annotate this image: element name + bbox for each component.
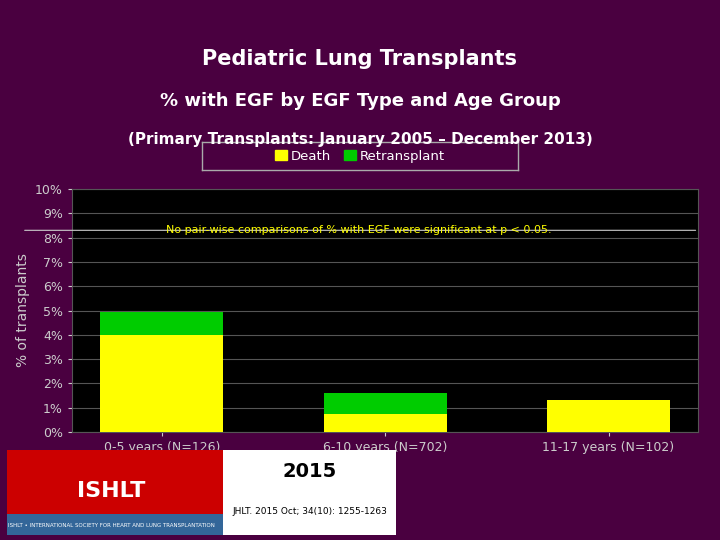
- Text: ISHLT • INTERNATIONAL SOCIETY FOR HEART AND LUNG TRANSPLANTATION: ISHLT • INTERNATIONAL SOCIETY FOR HEART …: [8, 523, 215, 528]
- Bar: [324, 414, 446, 432]
- Bar: [7, 450, 223, 535]
- Bar: [101, 312, 223, 335]
- Text: 2015: 2015: [282, 462, 337, 482]
- Text: ISHLT: ISHLT: [78, 481, 145, 501]
- Bar: [101, 335, 223, 432]
- Text: JHLT. 2015 Oct; 34(10): 1255-1263: JHLT. 2015 Oct; 34(10): 1255-1263: [232, 507, 387, 516]
- Y-axis label: % of transplants: % of transplants: [16, 254, 30, 367]
- Legend: Death, Retransplant: Death, Retransplant: [269, 144, 451, 168]
- Text: (Primary Transplants: January 2005 – December 2013): (Primary Transplants: January 2005 – Dec…: [127, 132, 593, 147]
- Bar: [547, 401, 670, 432]
- Text: No pair-wise comparisons of % with EGF were significant at p < 0.05.: No pair-wise comparisons of % with EGF w…: [166, 225, 552, 235]
- Text: Pediatric Lung Transplants: Pediatric Lung Transplants: [202, 49, 518, 69]
- Bar: [7, 450, 396, 535]
- Bar: [324, 393, 446, 414]
- Text: % with EGF by EGF Type and Age Group: % with EGF by EGF Type and Age Group: [160, 92, 560, 110]
- Bar: [7, 515, 223, 535]
